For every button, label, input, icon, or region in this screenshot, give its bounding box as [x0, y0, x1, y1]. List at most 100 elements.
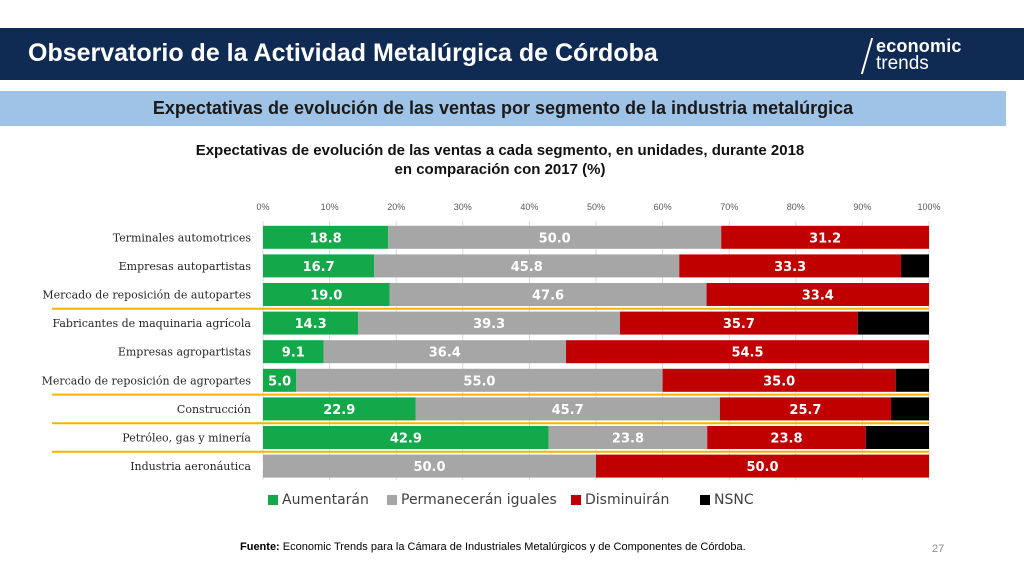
source-text: Economic Trends para la Cámara de Indust… [279, 541, 746, 553]
x-tick-label: 10% [321, 202, 339, 212]
bar-segment [895, 368, 929, 392]
bar-segment [566, 340, 929, 364]
bar-segment [374, 254, 680, 278]
category-label: Mercado de reposición de agropartes [42, 374, 252, 387]
category-label: Terminales automotrices [113, 231, 252, 244]
category-label: Mercado de reposición de autopartes [42, 289, 251, 302]
bar-segment [721, 225, 929, 249]
chart-title-line-1: Expectativas de evolución de las ventas … [195, 142, 805, 159]
data-label: 18.8 [310, 231, 342, 246]
legend-swatch [700, 495, 710, 505]
bar-segment [389, 283, 707, 306]
data-label: 25.7 [789, 403, 821, 418]
bar-segment [296, 368, 663, 392]
bar-segment [706, 283, 929, 306]
section-subtitle: Expectativas de evolución de las ventas … [152, 98, 854, 118]
data-label: 5.0 [268, 374, 291, 389]
bar-segment [263, 397, 416, 421]
data-label: 23.8 [612, 432, 644, 447]
chart-title: Expectativas de evolución de las ventas … [130, 141, 870, 179]
source-note: Fuente: Economic Trends para la Cámara d… [240, 541, 746, 553]
legend-label: Disminuirán [585, 492, 669, 508]
bar-segment [263, 225, 389, 249]
data-label: 50.0 [746, 460, 778, 475]
data-label: 45.8 [511, 260, 543, 275]
data-label: 31.2 [809, 231, 841, 246]
data-label: 9.1 [282, 346, 305, 361]
bar-segment [619, 311, 858, 335]
x-tick-label: 100% [917, 202, 940, 212]
bar-segment [596, 454, 929, 478]
source-label: Fuente: [240, 541, 280, 553]
page-number: 27 [932, 543, 945, 555]
bar-segment [263, 340, 324, 364]
bar-segment [865, 426, 929, 449]
bar-segment [719, 397, 892, 421]
bar-segment [263, 311, 359, 335]
bar-segment [263, 254, 375, 278]
data-label: 22.9 [323, 403, 355, 418]
bar-segment [679, 254, 902, 278]
data-label: 33.3 [774, 260, 806, 275]
legend-label: Aumentarán [282, 492, 369, 508]
bar-segment [358, 311, 620, 335]
bar-segment [263, 426, 549, 449]
data-label: 35.0 [763, 374, 795, 389]
data-label: 50.0 [539, 231, 571, 246]
x-tick-label: 50% [587, 202, 605, 212]
logo-word-top: economic [876, 36, 962, 56]
x-tick-label: 60% [654, 202, 672, 212]
data-label: 35.7 [723, 317, 755, 332]
data-label: 36.4 [429, 346, 461, 361]
x-tick-label: 20% [387, 202, 405, 212]
category-label: Industria aeronáutica [130, 460, 251, 473]
legend-swatch [268, 495, 278, 505]
data-label: 50.0 [413, 460, 445, 475]
bar-segment [857, 311, 929, 335]
data-label: 23.8 [770, 432, 802, 447]
bar-segment [263, 368, 297, 392]
x-tick-label: 70% [720, 202, 738, 212]
data-label: 19.0 [310, 289, 342, 304]
header-bar [0, 28, 1024, 80]
category-label: Construcción [177, 403, 251, 416]
category-label: Petróleo, gas y minería [122, 432, 251, 445]
data-label: 16.7 [303, 260, 335, 275]
bar-segment [415, 397, 720, 421]
legend-label: NSNC [714, 492, 754, 508]
logo-slash [860, 38, 874, 74]
x-tick-label: 0% [256, 202, 269, 212]
data-label: 55.0 [463, 374, 495, 389]
data-label: 14.3 [295, 317, 327, 332]
category-label: Empresas autopartistas [119, 260, 252, 273]
category-label: Fabricantes de maquinaria agrícola [52, 317, 251, 330]
data-label: 39.3 [473, 317, 505, 332]
bar-segment [901, 254, 929, 278]
data-label: 33.4 [802, 289, 834, 304]
x-tick-label: 40% [520, 202, 538, 212]
x-tick-label: 90% [853, 202, 871, 212]
data-label: 54.5 [731, 346, 763, 361]
bar-segment [263, 454, 596, 478]
legend-swatch [387, 495, 397, 505]
subtitle-bar [0, 91, 1006, 126]
bar-segment [323, 340, 567, 364]
category-label: Empresas agropartistas [118, 346, 252, 359]
data-label: 45.7 [552, 403, 584, 418]
legend-label: Permanecerán iguales [401, 492, 557, 508]
x-tick-label: 30% [454, 202, 472, 212]
page-title: Observatorio de la Actividad Metalúrgica… [28, 39, 658, 67]
bar-segment [548, 426, 708, 449]
stacked-bar-chart: 0% 10% 20% 30% 40% 50% 60% 70% 80% 90% 100% Termina… [42, 202, 941, 508]
legend-swatch [571, 495, 581, 505]
x-tick-label: 80% [787, 202, 805, 212]
bar-segment [707, 426, 866, 449]
economic-trends-logo: economic trends [860, 36, 1002, 76]
bar-segment [388, 225, 722, 249]
data-label: 42.9 [390, 432, 422, 447]
chart-title-line-2: en comparación con 2017 (%) [394, 161, 606, 178]
bar-segment [891, 397, 929, 421]
bar-segment [662, 368, 896, 392]
data-label: 47.6 [532, 289, 564, 304]
logo-word-bottom: trends [876, 53, 929, 74]
